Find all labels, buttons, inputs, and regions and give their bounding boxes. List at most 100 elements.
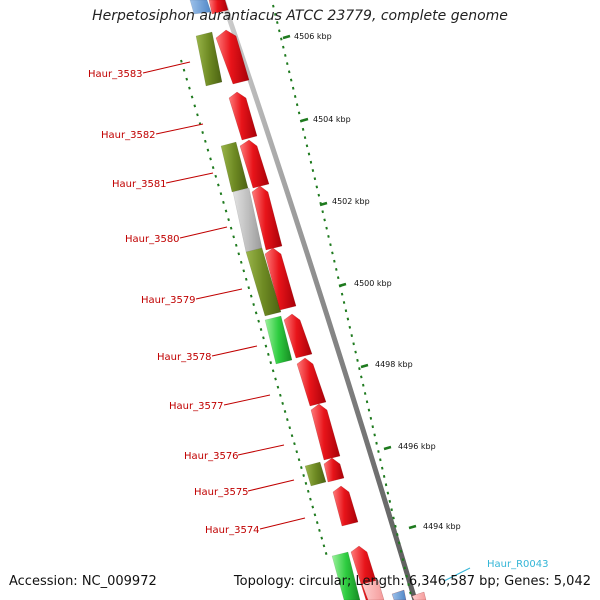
scale-minor-tick: [401, 558, 405, 562]
scale-minor-tick: [407, 583, 410, 586]
gene-label[interactable]: Haur_3583: [88, 69, 143, 80]
gene-label[interactable]: Haur_3574: [205, 525, 260, 536]
kbp-major-tick: [319, 201, 328, 207]
inner-track-tick: [185, 77, 189, 81]
leader-line: [165, 172, 214, 184]
leader-line: [155, 123, 204, 135]
inner-track-tick: [271, 369, 275, 373]
scale-minor-tick: [373, 433, 376, 437]
kbp-major-tick: [300, 117, 309, 123]
scale-minor-tick: [329, 243, 332, 247]
scale-minor-tick: [375, 441, 378, 445]
scale-minor-tick: [403, 566, 407, 570]
inner-track-tick: [204, 139, 207, 143]
kbp-label: 4500 kbp: [354, 279, 392, 288]
kbp-label: 4496 kbp: [398, 442, 436, 451]
inner-track-tick: [219, 192, 223, 196]
inner-track-tick: [306, 489, 310, 493]
gene-label[interactable]: Haur_3582: [101, 130, 156, 141]
scale-minor-tick: [276, 21, 279, 25]
inner-track-tick: [324, 552, 328, 555]
gene-label[interactable]: Haur_3578: [157, 352, 212, 363]
inner-track-tick: [196, 113, 199, 117]
rna-gene-label[interactable]: Haur_R0043: [487, 559, 549, 570]
kbp-major-tick: [383, 445, 392, 451]
inner-track-tick: [252, 303, 255, 306]
gene-block-green: [331, 551, 361, 600]
gene-arrow: [228, 91, 258, 141]
inner-track-tick: [217, 183, 220, 187]
scale-minor-tick: [272, 4, 275, 8]
scale-minor-tick: [313, 177, 317, 181]
scale-minor-tick: [365, 400, 369, 404]
scale-minor-tick: [363, 392, 367, 395]
inner-track-tick: [309, 497, 312, 501]
gene-label[interactable]: Haur_3575: [194, 487, 249, 498]
scale-minor-tick: [340, 292, 344, 296]
scale-minor-tick: [356, 358, 359, 362]
leader-line-rna: [443, 567, 471, 582]
scale-minor-tick: [305, 144, 309, 148]
leader-line: [247, 479, 295, 492]
scale-minor-tick: [354, 350, 357, 354]
kbp-label: 4498 kbp: [375, 360, 413, 369]
scale-minor-tick: [405, 574, 408, 578]
gene-arrow: [283, 313, 313, 359]
scale-minor-tick: [392, 516, 395, 520]
scale-minor-tick: [323, 218, 326, 222]
gene-arrow: [296, 357, 327, 407]
inner-track-tick: [257, 319, 260, 323]
gene-block-blue: [391, 589, 407, 600]
scale-minor-tick: [399, 549, 403, 553]
inner-track-tick: [267, 352, 270, 356]
inner-track-tick: [297, 458, 301, 462]
gene-label[interactable]: Haur_3576: [184, 451, 239, 462]
scale-minor-tick: [342, 301, 346, 304]
scale-minor-tick: [382, 475, 386, 478]
scale-labels: 4506 kbp 4504 kbp 4502 kbp 4500 kbp 4498…: [282, 32, 461, 531]
gene-label[interactable]: Haur_3580: [125, 234, 180, 245]
inner-track-tick: [322, 544, 326, 548]
scale-minor-tick: [350, 334, 353, 337]
scale-minor-tick: [348, 325, 352, 329]
scale-minor-tick: [367, 408, 371, 412]
gene-arrow: [323, 457, 345, 483]
inner-track-tick: [318, 528, 321, 532]
inner-track-tick: [182, 68, 186, 72]
inner-track-tick: [232, 235, 235, 239]
genome-summary-text: Topology: circular; Length: 6,346,587 bp…: [233, 574, 591, 589]
leader-line: [237, 444, 285, 456]
inner-track-tick: [249, 294, 253, 298]
accession-text: Accession: NC_009972: [9, 574, 157, 589]
scale-minor-tick: [297, 111, 301, 115]
gene-label[interactable]: Haur_3581: [112, 179, 167, 190]
inner-track-tick: [237, 252, 241, 256]
gene-block-pink: [411, 591, 427, 600]
gene-block-olive: [220, 141, 249, 193]
kbp-label: 4504 kbp: [313, 115, 351, 124]
gene-label[interactable]: Haur_3579: [141, 295, 196, 306]
scale-minor-tick: [352, 342, 355, 346]
scale-minor-tick: [381, 466, 384, 470]
scale-minor-tick: [333, 259, 336, 263]
inner-track-tick: [222, 200, 225, 204]
inner-track-tick: [274, 377, 277, 381]
inner-track-tick: [227, 218, 230, 222]
genome-backbone: [220, 0, 418, 600]
scale-minor-tick: [303, 136, 307, 140]
gene-label[interactable]: Haur_3577: [169, 401, 224, 412]
kbp-major-tick: [360, 363, 369, 369]
kbp-label: 4502 kbp: [332, 197, 370, 206]
scale-minor-tick: [315, 185, 319, 189]
gene-block-green: [264, 315, 293, 365]
inner-track-tick: [302, 474, 305, 477]
inner-track-tick: [279, 393, 282, 397]
scale-minor-tick: [289, 78, 293, 82]
inner-track-tick: [244, 277, 248, 281]
scale-minor-tick: [287, 70, 291, 74]
scale-minor-tick: [346, 317, 350, 321]
scale-minor-tick: [377, 450, 380, 453]
scale-minor-tick: [384, 483, 388, 487]
gene-arrow: [264, 247, 297, 311]
inner-track-tick: [193, 104, 197, 108]
